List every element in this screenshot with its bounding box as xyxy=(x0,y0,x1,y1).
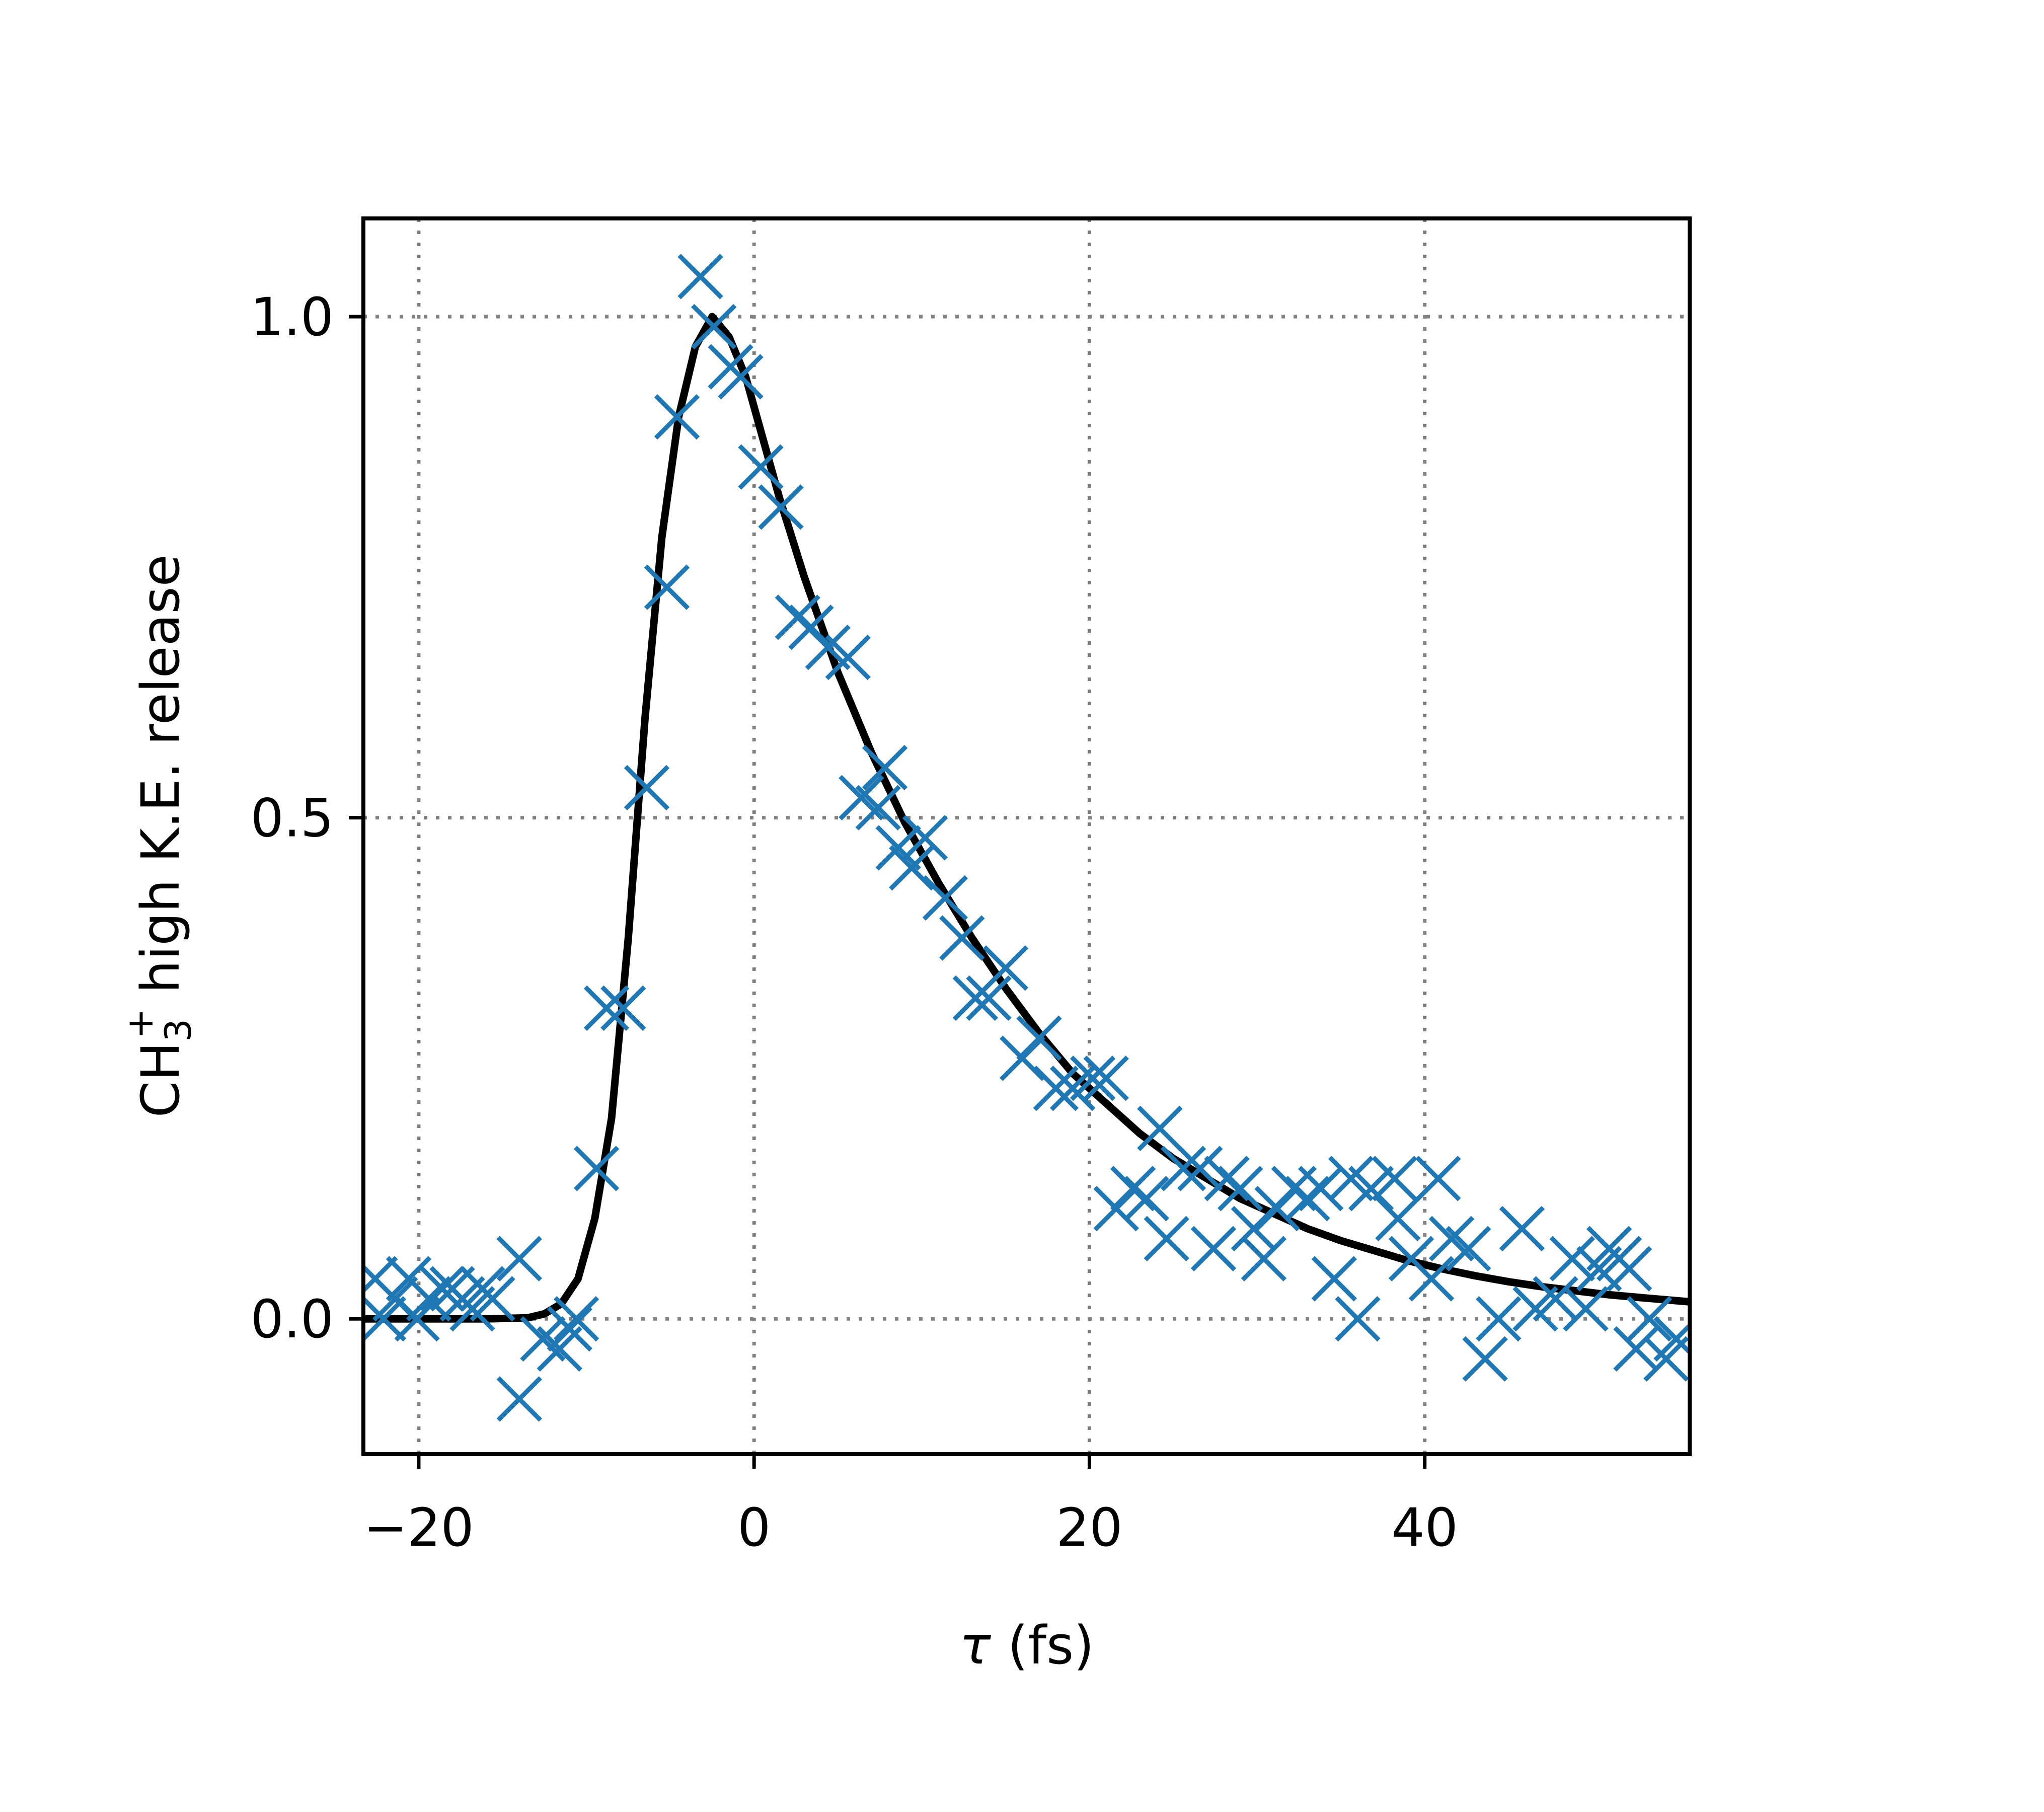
data-marker xyxy=(1016,1015,1062,1061)
y-axis-label: CH3+ high K.E. release xyxy=(119,554,199,1117)
data-marker xyxy=(718,354,764,400)
data-marker xyxy=(1348,1166,1394,1212)
data-marker xyxy=(1254,1186,1300,1232)
data-marker xyxy=(547,1306,592,1352)
data-marker xyxy=(644,564,690,610)
data-marker-layer xyxy=(363,254,1690,1422)
data-marker xyxy=(982,945,1029,991)
data-marker xyxy=(1533,1276,1578,1322)
data-marker xyxy=(1311,1256,1357,1302)
data-marker xyxy=(1218,1166,1263,1212)
data-marker xyxy=(1190,1226,1237,1272)
y-axis-label-suffix: high K.E. release xyxy=(130,554,191,993)
data-marker xyxy=(738,444,784,490)
x-axis-label-unit: (fs) xyxy=(991,1615,1094,1676)
data-marker xyxy=(573,1146,620,1191)
data-marker xyxy=(1284,1176,1330,1222)
data-marker xyxy=(654,394,700,440)
data-marker xyxy=(600,985,646,1031)
data-marker xyxy=(1177,1146,1223,1191)
plot-frame xyxy=(361,216,1692,1456)
data-marker xyxy=(496,1376,542,1422)
data-marker xyxy=(1160,1146,1206,1191)
data-marker xyxy=(677,254,723,299)
data-marker xyxy=(1499,1205,1545,1252)
data-marker xyxy=(999,1035,1045,1081)
data-marker xyxy=(939,915,985,961)
data-marker xyxy=(1083,1055,1129,1101)
data-marker xyxy=(583,985,630,1031)
data-marker xyxy=(1110,1166,1156,1212)
data-marker xyxy=(1613,1326,1659,1372)
x-axis-label-symbol: τ xyxy=(959,1615,992,1676)
data-marker xyxy=(1653,1316,1690,1362)
data-marker xyxy=(1093,1186,1139,1232)
data-marker xyxy=(902,815,948,861)
data-marker xyxy=(889,845,935,891)
y-axis-ticks: 0.0 0.5 1.0 xyxy=(251,286,363,1350)
y-axis-label-subscript: 3 xyxy=(157,1019,199,1042)
data-marker xyxy=(1462,1336,1508,1382)
x-axis-ticks: −20 0 20 40 xyxy=(363,1454,1458,1558)
data-marker xyxy=(1549,1236,1595,1281)
data-marker xyxy=(1070,1055,1116,1101)
data-marker xyxy=(1563,1286,1609,1332)
fit-curve xyxy=(363,313,1690,1323)
data-marker xyxy=(624,765,670,811)
data-marker xyxy=(1415,1156,1461,1201)
data-marker xyxy=(406,1276,452,1322)
data-marker xyxy=(1123,1176,1169,1222)
x-tick-label: −20 xyxy=(363,1497,474,1558)
data-marker xyxy=(1372,1156,1417,1201)
data-marker xyxy=(470,1276,515,1322)
data-marker xyxy=(496,1236,542,1281)
data-marker xyxy=(1137,1105,1183,1152)
data-marker xyxy=(788,605,834,650)
data-marker xyxy=(1144,1216,1189,1262)
data-marker xyxy=(875,825,921,871)
data-marker xyxy=(1408,1256,1455,1302)
data-marker xyxy=(1626,1296,1673,1342)
data-marker xyxy=(1446,1226,1491,1272)
data-marker xyxy=(1231,1205,1277,1252)
x-tick-label: 0 xyxy=(737,1497,771,1558)
data-marker xyxy=(758,484,804,530)
data-marker xyxy=(553,1296,599,1342)
data-marker xyxy=(394,1296,440,1342)
y-axis-label-prefix: CH xyxy=(130,1042,191,1118)
data-marker xyxy=(1335,1296,1381,1342)
y-axis-label-superscript: + xyxy=(119,1009,161,1039)
data-marker xyxy=(825,634,871,681)
data-marker xyxy=(862,744,908,791)
data-marker xyxy=(966,975,1012,1021)
data-marker xyxy=(1606,1246,1652,1292)
data-marker xyxy=(855,785,901,830)
x-tick-label: 20 xyxy=(1056,1497,1122,1558)
data-marker xyxy=(1298,1166,1344,1212)
data-marker xyxy=(1476,1296,1522,1342)
fit-curve-layer xyxy=(363,313,1690,1323)
x-tick-label: 40 xyxy=(1391,1497,1458,1558)
y-tick-label: 1.0 xyxy=(251,286,334,348)
plot-area xyxy=(363,254,1690,1422)
data-marker xyxy=(363,1296,407,1342)
data-marker xyxy=(1241,1236,1287,1281)
y-tick-label: 0.5 xyxy=(251,788,334,849)
data-marker xyxy=(1033,1066,1079,1111)
data-marker xyxy=(1375,1195,1421,1242)
data-marker xyxy=(1204,1156,1250,1201)
y-tick-label: 0.0 xyxy=(251,1289,334,1350)
data-marker xyxy=(922,875,968,921)
data-marker xyxy=(691,304,737,350)
x-axis-label: τ (fs) xyxy=(959,1615,1094,1676)
